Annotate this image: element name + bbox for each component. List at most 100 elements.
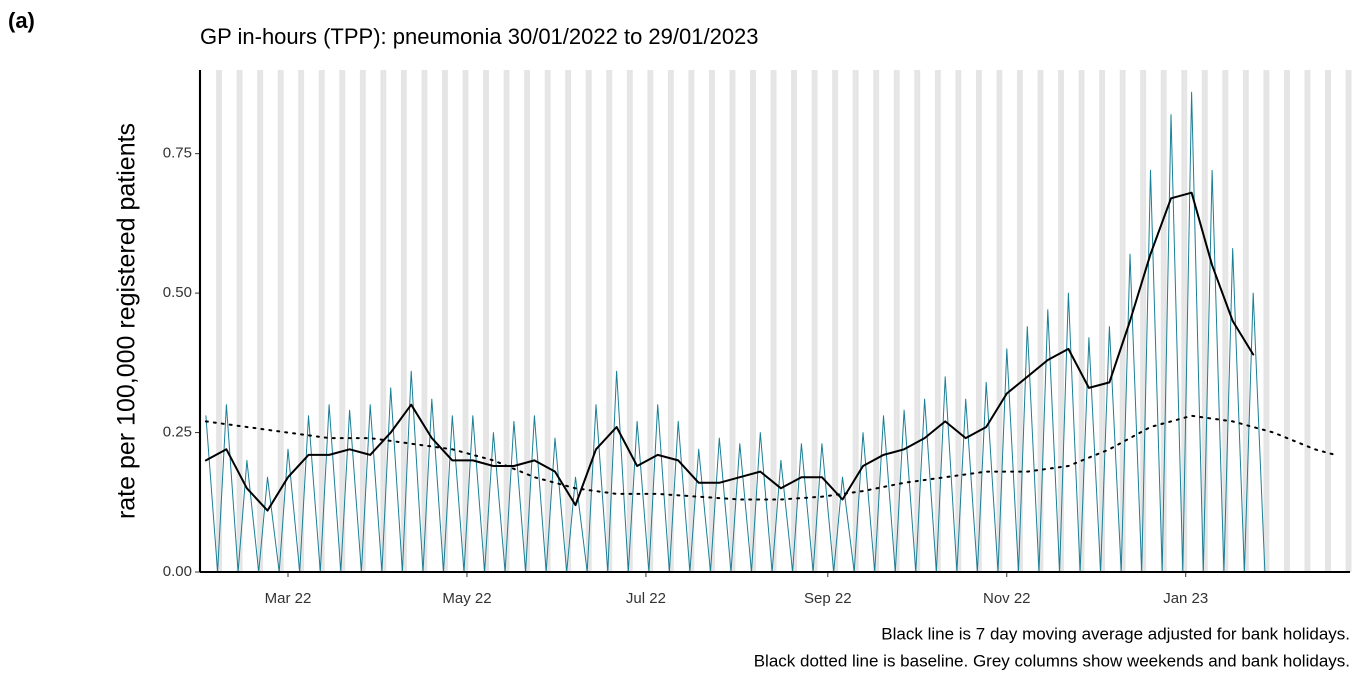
note: Black line is 7 day moving average adjus… xyxy=(881,624,1350,643)
weekend-column xyxy=(383,70,387,572)
weekend-column xyxy=(219,70,223,572)
weekend-column xyxy=(896,70,900,572)
weekend-column xyxy=(626,70,630,572)
weekend-column xyxy=(362,70,366,572)
weekend-column xyxy=(1263,70,1267,572)
weekend-column xyxy=(298,70,302,572)
weekend-column xyxy=(873,70,877,572)
weekend-column xyxy=(1307,70,1311,572)
weekend-column xyxy=(996,70,1000,572)
weekend-column xyxy=(339,70,343,572)
weekend-column xyxy=(667,70,671,572)
x-tick-label: May 22 xyxy=(442,590,491,607)
weekend-column xyxy=(650,70,654,572)
weekend-column xyxy=(1119,70,1123,572)
weekend-column xyxy=(503,70,507,572)
weekend-column xyxy=(1061,70,1064,572)
weekend-column xyxy=(1058,70,1062,572)
weekend-column xyxy=(732,70,736,572)
weekend-column xyxy=(1345,70,1349,572)
y-tick-label: 0.00 xyxy=(163,563,192,580)
x-tick-label: Jan 23 xyxy=(1163,590,1208,607)
chart-title: GP in-hours (TPP): pneumonia 30/01/2022 … xyxy=(200,24,759,49)
weekend-column xyxy=(483,70,487,572)
weekend-column xyxy=(1040,70,1044,572)
weekend-column xyxy=(421,70,425,572)
weekend-column xyxy=(1037,70,1041,572)
weekend-column xyxy=(958,70,962,572)
weekend-column xyxy=(524,70,528,572)
weekend-column xyxy=(1325,70,1328,572)
weekend-column xyxy=(1081,70,1085,572)
weekend-column xyxy=(708,70,712,572)
weekend-column xyxy=(1242,70,1246,572)
weekend-column xyxy=(1102,70,1106,572)
weekend-column xyxy=(914,70,918,572)
weekend-column xyxy=(1304,70,1308,572)
weekend-column xyxy=(934,70,938,572)
weekend-column xyxy=(1266,70,1270,572)
weekend-column xyxy=(835,70,839,572)
weekend-column xyxy=(462,70,466,572)
weekend-column xyxy=(465,70,469,572)
weekend-column xyxy=(1160,70,1164,572)
weekend-column xyxy=(752,70,756,572)
weekend-column xyxy=(424,70,428,572)
y-axis-label: rate per 100,000 registered patients xyxy=(113,123,141,519)
weekend-column xyxy=(1122,70,1126,572)
weekend-column xyxy=(239,70,243,572)
weekend-column xyxy=(486,70,489,572)
weekend-column xyxy=(301,70,305,572)
weekend-column xyxy=(318,70,322,572)
weekend-column xyxy=(814,70,818,572)
weekend-column xyxy=(876,70,880,572)
weekend-column xyxy=(791,70,795,572)
weekend-column xyxy=(547,70,551,572)
x-tick-label: Sep 22 xyxy=(804,590,852,607)
weekend-column xyxy=(937,70,941,572)
weekend-column xyxy=(1222,70,1226,572)
weekend-column xyxy=(811,70,815,572)
weekend-column xyxy=(1348,70,1352,572)
weekend-column xyxy=(1201,70,1205,572)
weekend-column xyxy=(236,70,240,572)
weekend-column xyxy=(893,70,897,572)
weekend-column xyxy=(1327,70,1331,572)
weekend-column xyxy=(321,70,325,572)
weekend-column xyxy=(1245,70,1249,572)
weekend-column xyxy=(647,70,651,572)
weekend-column xyxy=(1286,70,1290,572)
weekend-column xyxy=(1225,70,1229,572)
weekend-column xyxy=(588,70,592,572)
weekend-column xyxy=(1163,70,1167,572)
y-tick-label: 0.25 xyxy=(163,424,192,441)
weekend-column xyxy=(257,70,261,572)
weekend-column xyxy=(688,70,692,572)
weekend-column xyxy=(794,70,798,572)
weekend-column xyxy=(711,70,715,572)
weekend-column xyxy=(527,70,531,572)
weekend-column xyxy=(729,70,733,572)
weekend-column xyxy=(585,70,589,572)
weekend-column xyxy=(216,70,220,572)
weekend-column xyxy=(1181,70,1185,572)
series-line xyxy=(204,191,1255,512)
weekend-column xyxy=(750,70,753,572)
weekend-column xyxy=(691,70,695,572)
weekend-column xyxy=(773,70,777,572)
panel-label: (a) xyxy=(8,8,35,33)
weekend-column xyxy=(280,70,284,572)
weekend-column xyxy=(260,70,264,572)
weekend-column xyxy=(568,70,572,572)
weekend-column xyxy=(442,70,445,572)
weekend-column xyxy=(852,70,856,572)
note: Black dotted line is baseline. Grey colu… xyxy=(754,651,1350,670)
weekend-column xyxy=(359,70,363,572)
weekend-column xyxy=(1184,70,1188,572)
weekend-column xyxy=(444,70,448,572)
weekend-column xyxy=(670,70,674,572)
weekend-column xyxy=(770,70,774,572)
weekend-column xyxy=(1140,70,1144,572)
weekend-column xyxy=(380,70,384,572)
